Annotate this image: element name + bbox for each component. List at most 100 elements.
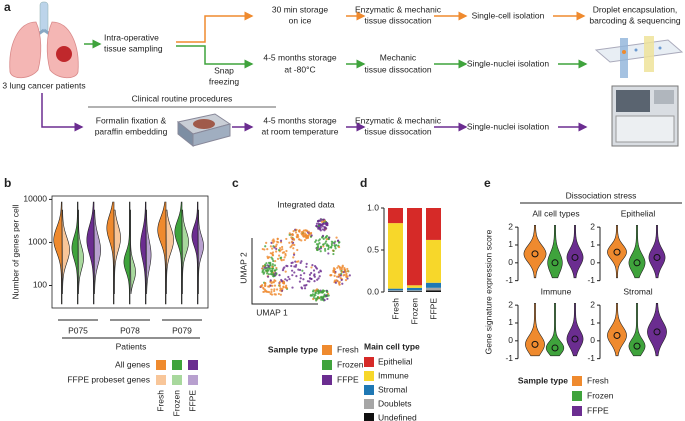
umap-point [332, 249, 335, 252]
umap-point [324, 249, 327, 252]
umap-point [301, 269, 304, 272]
umap-point [322, 237, 325, 241]
y-tick-label: 1 [590, 317, 595, 327]
umap-point [294, 265, 297, 268]
bar-segment [426, 290, 441, 292]
chart-title: Dissociation stress [566, 190, 637, 200]
bar-segment [407, 287, 422, 291]
violin-probeset [129, 209, 136, 295]
step-text: on ice [289, 15, 312, 25]
umap-point [324, 240, 328, 243]
violin-probeset [165, 209, 174, 295]
umap-point [274, 271, 277, 275]
y-tick-label: 10000 [23, 194, 47, 204]
legend-label: Undefined [378, 412, 417, 421]
umap-point [279, 249, 282, 252]
y-tick-label: 0 [508, 335, 513, 345]
median-marker [633, 259, 641, 267]
umap-point [321, 234, 325, 237]
legend-swatch [188, 360, 198, 370]
step-text: tissue dissocation [364, 15, 431, 25]
subplot-title: Epithelial [621, 208, 656, 218]
umap-point [295, 228, 298, 231]
umap-point [292, 253, 296, 256]
umap-point [263, 266, 266, 269]
median-marker [613, 248, 621, 256]
umap-point [317, 243, 320, 246]
umap-point [291, 233, 295, 237]
umap-point [337, 264, 340, 268]
umap-point [292, 230, 295, 233]
step-text: Single-nuclei isolation [467, 121, 549, 131]
violin [607, 225, 627, 279]
umap-point [285, 286, 288, 289]
umap-point [324, 242, 327, 245]
umap-point [298, 280, 302, 283]
umap-point [334, 281, 337, 284]
step-text: barcoding & sequencing [589, 15, 680, 25]
umap-point [267, 265, 270, 268]
violin-probeset [61, 209, 70, 295]
umap-point [334, 240, 337, 243]
umap-point [288, 277, 291, 281]
umap-point [317, 290, 321, 294]
umap-point [330, 246, 333, 249]
y-tick-label: 0.0 [367, 286, 379, 296]
legend-swatch [364, 371, 374, 381]
y-tick-label: -1 [587, 353, 595, 363]
bar-segment [388, 223, 403, 289]
umap-point [281, 245, 284, 249]
x-axis-label: Patients [116, 341, 147, 351]
umap-point [284, 278, 287, 281]
umap-point [344, 279, 348, 282]
violin [566, 225, 584, 279]
umap-point [311, 264, 314, 267]
median-marker [551, 344, 559, 352]
umap-point [333, 271, 336, 274]
umap-point [343, 273, 346, 276]
umap-point [322, 243, 325, 246]
umap-point [275, 243, 278, 246]
arrow [41, 93, 84, 132]
bar-segment [426, 282, 441, 288]
legend-swatch [364, 399, 374, 409]
bar-segment [407, 291, 422, 292]
umap-point [323, 219, 326, 222]
umap-point [278, 274, 281, 277]
umap-point [313, 280, 316, 283]
umap-point [282, 251, 286, 254]
umap-point [291, 274, 294, 277]
umap-point [279, 256, 282, 260]
violin [628, 303, 646, 357]
legend-text: All genes [115, 359, 150, 369]
umap-point [315, 222, 319, 225]
bar-segment [388, 291, 403, 292]
umap-point [300, 230, 304, 234]
umap-point [290, 240, 294, 243]
legend-label: Epithelial [378, 356, 413, 366]
median-marker [531, 250, 539, 258]
umap-point [319, 218, 322, 221]
legend-label: Doublets [378, 398, 412, 408]
umap-point [310, 231, 313, 235]
umap-point [317, 277, 320, 280]
y-axis-label: Number of genes per cell [10, 204, 20, 299]
umap-point [313, 295, 316, 298]
y-tick-label: -1 [505, 275, 513, 285]
umap-point [315, 299, 318, 302]
panel-label: d [360, 176, 367, 190]
umap-point [316, 297, 319, 300]
umap-point [313, 273, 316, 276]
umap-point [295, 260, 299, 263]
umap-point [313, 265, 317, 268]
umap-point [310, 234, 313, 237]
umap-point [269, 292, 272, 295]
umap-point [323, 226, 326, 229]
umap-point [318, 248, 321, 251]
umap-point [268, 267, 272, 270]
violin-all-genes [86, 201, 95, 305]
umap-point [305, 262, 308, 265]
umap-point [341, 270, 344, 273]
umap-point [271, 239, 274, 242]
umap-point [314, 291, 317, 294]
